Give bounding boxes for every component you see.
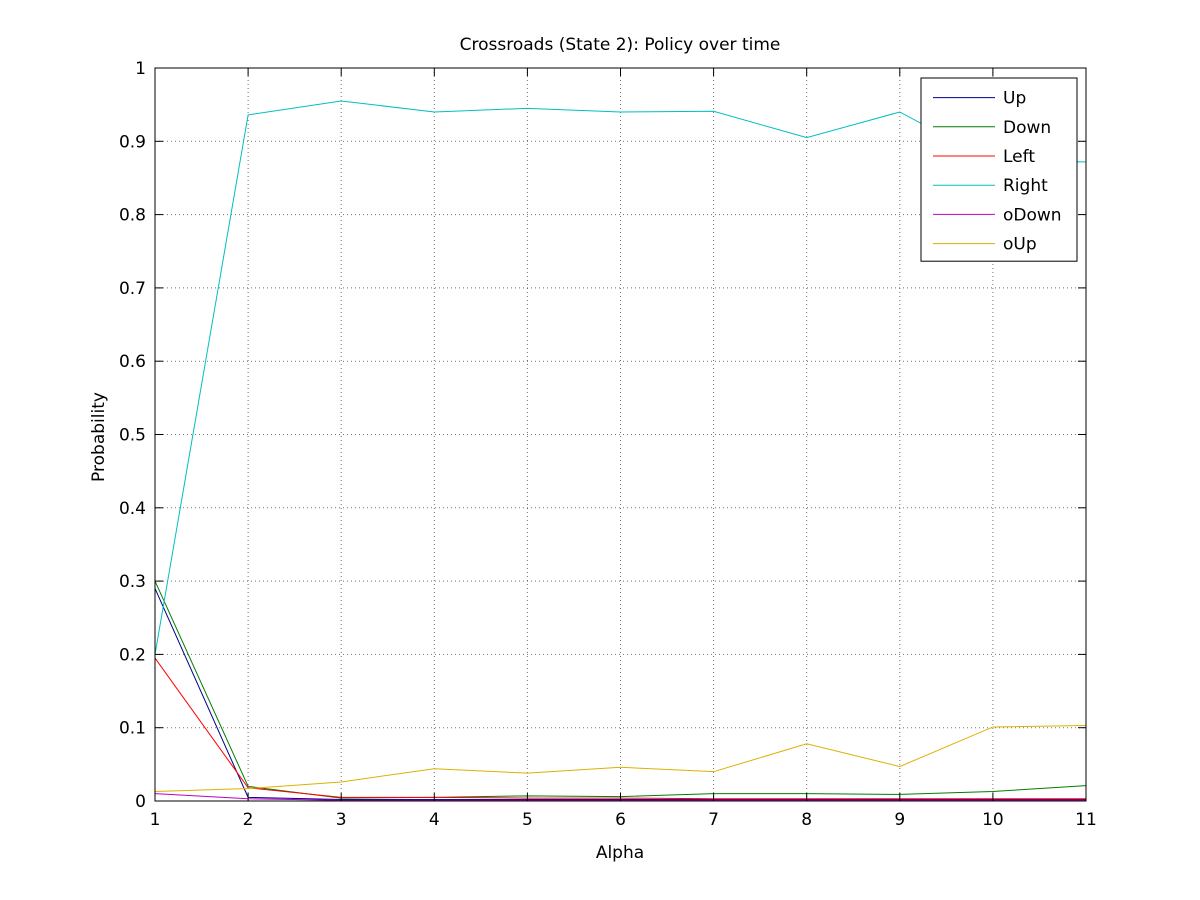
x-tick-label: 6 [615,810,626,830]
x-tick-label: 5 [522,810,533,830]
x-tick-label: 11 [1075,810,1097,830]
legend-label-down: Down [1003,118,1051,138]
y-tick-label: 0 [135,792,146,812]
y-tick-label: 0.6 [119,352,146,372]
y-tick-label: 0.9 [119,132,146,152]
axis-ticks: 1 2 3 4 5 6 7 8 9 10 11 0 0.1 0.2 0.3 0.4 0.5 0.6 0.7 0.8 0.… [119,59,1097,830]
series-line-oup [154,725,1087,792]
legend-label-up: Up [1003,89,1026,109]
x-axis-label: Alpha [596,843,644,863]
x-tick-label: 10 [982,810,1004,830]
legend: Up Down Left Right oDown oUp [920,77,1078,262]
x-tick-label: 3 [336,810,347,830]
y-tick-label: 0.2 [119,645,146,665]
y-tick-label: 0.4 [119,499,146,519]
x-tick-label: 7 [708,810,719,830]
y-tick-label: 0.5 [119,426,146,446]
series-line-down [154,580,1087,799]
x-tick-label: 9 [894,810,905,830]
y-tick-label: 0.8 [119,206,146,226]
y-tick-label: 0.3 [119,572,146,592]
y-tick-label: 1 [135,59,146,79]
legend-label-right: Right [1003,176,1048,196]
x-tick-label: 1 [150,810,161,830]
legend-label-oup: oUp [1003,235,1037,255]
y-tick-label: 0.7 [119,279,146,299]
legend-box [920,77,1078,262]
x-tick-label: 2 [243,810,254,830]
legend-label-odown: oDown [1003,205,1062,225]
x-tick-label: 4 [429,810,440,830]
legend-label-left: Left [1003,147,1035,167]
y-axis-label: Probability [89,392,109,482]
chart-title: Crossroads (State 2): Policy over time [460,35,781,55]
x-tick-label: 8 [801,810,812,830]
y-tick-label: 0.1 [119,719,146,739]
